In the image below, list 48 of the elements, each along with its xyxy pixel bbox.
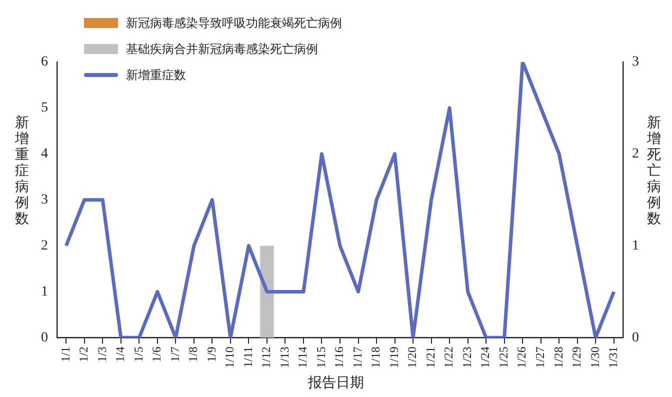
x-tick-label: 1/16: [332, 346, 346, 368]
x-tick-label: 1/9: [204, 346, 218, 362]
y-tick-label: 6: [41, 54, 48, 70]
x-tick-label: 1/30: [588, 346, 602, 368]
y-tick-label: 4: [41, 146, 48, 162]
x-tick-label: 1/29: [570, 346, 584, 368]
x-tick-label: 1/31: [606, 346, 620, 368]
x-tick-label: 1/21: [423, 346, 438, 368]
x-tick-label: 1/12: [259, 346, 274, 368]
y-tick-label: 5: [41, 100, 48, 116]
legend-label: 新冠病毒感染导致呼吸功能衰竭死亡病例: [126, 14, 342, 32]
x-tick-label: 1/6: [150, 346, 164, 362]
x-tick-label: 1/8: [186, 346, 200, 362]
x-tick-label: 1/22: [442, 346, 456, 368]
y-tick-label: 3: [41, 192, 48, 208]
legend-label: 新增重症数: [126, 66, 186, 84]
x-tick-label: 1/20: [405, 346, 420, 368]
x-tick-label: 1/15: [314, 346, 328, 368]
x-tick-label: 1/27: [532, 346, 547, 368]
x-tick-label: 1/1: [58, 346, 72, 362]
y-tick-label: 0: [41, 330, 48, 346]
x-tick-label: 1/7: [168, 346, 182, 362]
x-tick-label: 1/24: [478, 346, 492, 368]
x-tick-label: 1/26: [514, 346, 529, 368]
x-tick-label: 1/23: [460, 346, 474, 368]
y-tick-label: 1: [41, 284, 48, 300]
y2-axis-title: 新增死亡病例数: [646, 115, 662, 227]
x-tick-label: 1/5: [131, 346, 146, 362]
x-tick-label: 1/14: [296, 346, 310, 368]
y2-tick-label: 1: [632, 238, 639, 254]
x-tick-label: 1/19: [386, 346, 401, 368]
x-tick-label: 1/18: [368, 346, 383, 368]
legend-label: 基础疾病合并新冠病毒感染死亡病例: [126, 40, 318, 58]
x-tick-label: 1/13: [277, 346, 292, 368]
y2-tick-label: 2: [632, 146, 639, 162]
x-tick-label: 1/17: [350, 346, 364, 368]
x-tick-label: 1/4: [113, 346, 128, 362]
y2-tick-label: 0: [632, 330, 639, 346]
y2-tick-label: 3: [632, 54, 639, 70]
x-axis-title: 报告日期: [307, 374, 365, 392]
x-tick-label: 1/28: [551, 346, 566, 368]
x-tick-label: 1/3: [94, 346, 109, 362]
x-tick-label: 1/11: [240, 346, 255, 368]
x-tick-label: 1/10: [222, 346, 237, 368]
x-tick-label: 1/2: [76, 346, 91, 362]
y-axis-title: 新增重症病例数: [14, 115, 30, 227]
y-tick-label: 2: [41, 238, 48, 254]
x-tick-label: 1/25: [496, 346, 510, 368]
